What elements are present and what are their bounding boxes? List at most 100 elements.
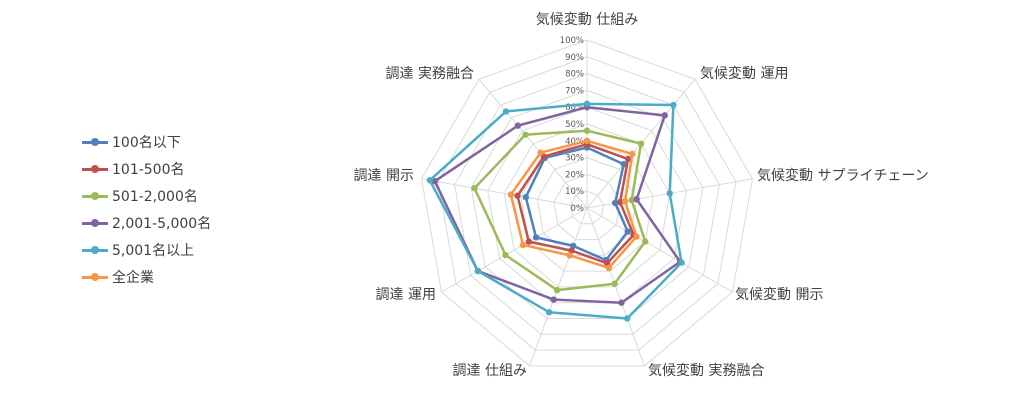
axis-label: 気候変動 開示 [735,286,823,303]
series-point [545,308,553,316]
series-point [661,112,668,119]
series-line [473,129,647,292]
series-group [471,127,649,294]
series-point [624,315,631,322]
series-point [550,296,557,303]
grid-spoke [421,178,588,209]
series-point [637,140,645,147]
series-line [428,102,683,320]
series-group [514,140,637,267]
series-line [433,105,682,304]
series-point [426,177,434,184]
axis-label: 気候変動 実務融合 [648,362,764,379]
axis-label: 調達 開示 [354,168,414,184]
grid-ring [569,190,605,225]
series-point [471,184,478,192]
grid-ring [454,73,720,335]
grid-ring [470,89,704,320]
tick-label: 20% [565,170,584,180]
legend-item: 5,001名以上 [82,236,211,263]
series-point [583,127,591,134]
series-point [583,100,591,108]
grid-ring [437,56,737,351]
legend-marker-icon [82,218,108,228]
legend-marker-icon [82,164,108,174]
series-point [670,101,677,109]
grid-ring [520,140,654,272]
legend-label: 101-500名 [112,161,185,178]
axis-label: 調達 仕組み [453,363,527,379]
radial-tick-labels: 0% 10% 20% 30% 40% 50% 60% 70% 80% 90% 100% [560,36,584,214]
tick-label: 80% [565,70,584,80]
axis-label: 気候変動 運用 [700,65,788,82]
grid-ring [553,173,621,241]
tick-label: 100% [560,36,584,46]
series-point [633,196,640,203]
legend-label: 100名以下 [112,134,181,151]
axis-label: 調達 運用 [376,287,436,303]
tick-label: 30% [565,154,584,164]
series-point [431,177,438,185]
axis-label: 気候変動 仕組み [536,11,638,28]
legend-label: 5,001名以上 [112,242,195,259]
series-point [624,228,631,235]
series-point [618,299,625,306]
series-point [605,264,613,272]
axis-label: 調達 実務融合 [386,66,474,82]
tick-label: 70% [565,86,584,96]
series-point [641,238,649,245]
grid-ring [421,39,753,367]
legend-label: 2,001-5,000名 [112,215,212,232]
series-point [502,108,510,115]
series-point [502,251,509,259]
series-point [532,234,540,241]
grid-spoke [586,207,645,367]
series-point [507,191,515,198]
grid-spoke [529,207,588,367]
series-point [611,199,619,207]
series-line [524,146,629,262]
series-point [537,149,544,156]
series-point [566,252,573,259]
grid-spoke [586,207,733,293]
legend-item: 2,001-5,000名 [82,209,211,236]
tick-label: 60% [565,103,584,113]
radar-series [426,100,685,322]
series-point [633,233,640,240]
series-line [516,142,635,265]
grid-spoke [441,207,588,293]
legend-item: 100名以下 [82,128,211,155]
legend: 100名以下 101-500名 501-2,000名 2,001-5,000名 5,00… [82,128,211,290]
series-point [628,196,635,204]
legend-marker-icon [82,137,108,147]
legend-marker-icon [82,191,108,201]
radar-grid [421,39,753,367]
grid-spoke [478,78,588,209]
series-point [474,267,482,275]
tick-label: 40% [565,137,584,147]
series-point [522,131,529,138]
series-point [616,198,624,206]
legend-label: 全企業 [112,269,154,286]
tick-label: 50% [565,120,584,130]
grid-ring [487,106,687,304]
legend-item: 101-500名 [82,155,211,182]
series-point [666,190,673,197]
legend-marker-icon [82,272,108,282]
series-point [621,198,629,205]
legend-marker-icon [82,245,108,255]
legend-item: 501-2,000名 [82,182,211,209]
series-point [624,155,632,163]
series-point [678,259,685,266]
series-point [525,238,533,245]
series-point [514,192,521,199]
tick-label: 90% [565,53,584,63]
series-line [509,139,638,270]
tick-label: 10% [565,187,584,197]
series-point [514,122,522,129]
series-group [507,137,640,272]
series-point [620,161,627,168]
series-point [629,150,636,158]
axis-label: 気候変動 サプライチェーン [757,167,929,184]
